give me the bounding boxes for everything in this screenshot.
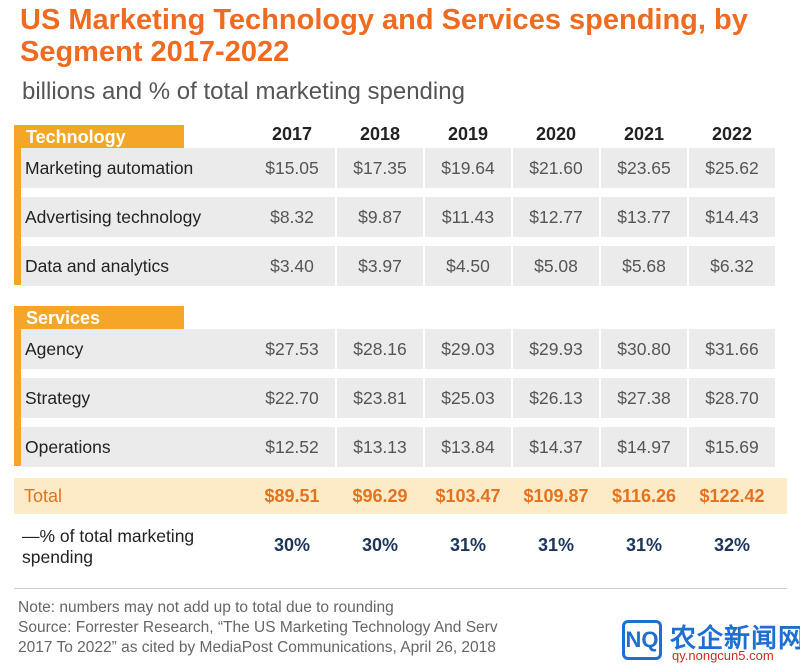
year-header-2022: 2022	[711, 124, 753, 144]
year-header-row: 2017 2018 2019 2020 2021 2022	[0, 124, 800, 148]
row-label: Agency	[21, 329, 250, 369]
value-cell: $4.50	[425, 246, 511, 286]
year-header-2019: 2019	[447, 124, 489, 144]
value-cell: $15.05	[249, 148, 335, 188]
row-label: Strategy	[21, 378, 250, 418]
total-value: $116.26	[611, 486, 677, 506]
year-header-2020: 2020	[535, 124, 577, 144]
total-value: $122.42	[699, 486, 765, 506]
value-cell: $12.52	[249, 427, 335, 467]
row-label: Data and analytics	[21, 246, 250, 286]
total-label: Total	[24, 486, 63, 506]
table-row: Strategy $22.70 $23.81 $25.03 $26.13 $27.38 $2…	[21, 378, 787, 418]
table-row: Agency $27.53 $28.16 $29.03 $29.93 $30.80 $31.…	[21, 329, 787, 369]
chart-subtitle: billions and % of total marketing spendi…	[22, 78, 465, 105]
value-cell: $11.43	[425, 197, 511, 237]
watermark: NQ 农企新闻网 qy.nongcun5.com	[622, 618, 800, 664]
year-header-2017: 2017	[271, 124, 313, 144]
value-cell: $3.40	[249, 246, 335, 286]
table-row: Marketing automation $15.05 $17.35 $19.64 $2…	[21, 148, 787, 188]
percent-value: 32%	[713, 535, 751, 555]
year-header-2021: 2021	[623, 124, 665, 144]
percent-total-label: —% of total marketing spending	[22, 526, 195, 567]
section-bar-technology	[14, 125, 21, 285]
year-header-2018: 2018	[359, 124, 401, 144]
value-cell: $29.03	[425, 329, 511, 369]
value-cell: $22.70	[249, 378, 335, 418]
value-cell: $15.69	[689, 427, 775, 467]
table-row: Data and analytics $3.40 $3.97 $4.50 $5.08 $5…	[21, 246, 787, 286]
watermark-url: qy.nongcun5.com	[672, 648, 774, 663]
value-cell: $14.43	[689, 197, 775, 237]
value-cell: $5.08	[513, 246, 599, 286]
value-cell: $5.68	[601, 246, 687, 286]
section-header-technology: Technology	[14, 125, 184, 149]
value-cell: $23.65	[601, 148, 687, 188]
note-rounding: Note: numbers may not add up to total du…	[18, 599, 394, 616]
footer-divider	[14, 588, 787, 589]
value-cell: $25.03	[425, 378, 511, 418]
value-cell: $17.35	[337, 148, 423, 188]
value-cell: $3.97	[337, 246, 423, 286]
value-cell: $13.84	[425, 427, 511, 467]
row-label: Marketing automation	[21, 148, 250, 188]
total-row: Total $89.51 $96.29 $103.47 $109.87 $116.26 $…	[14, 478, 787, 514]
percent-value: 30%	[273, 535, 311, 555]
table-row: Operations $12.52 $13.13 $13.84 $14.37 $14.97…	[21, 427, 787, 467]
total-value: $109.87	[523, 486, 589, 506]
row-label: Operations	[21, 427, 250, 467]
row-label: Advertising technology	[21, 197, 250, 237]
watermark-logo-icon: NQ	[622, 620, 662, 660]
value-cell: $26.13	[513, 378, 599, 418]
section-bar-services	[14, 306, 21, 466]
value-cell: $25.62	[689, 148, 775, 188]
note-source: Source: Forrester Research, “The US Mark…	[18, 619, 498, 636]
footnotes: Note: numbers may not add up to total du…	[18, 598, 718, 658]
note-citation: 2017 To 2022” as cited by MediaPost Comm…	[18, 639, 496, 656]
value-cell: $12.77	[513, 197, 599, 237]
value-cell: $28.16	[337, 329, 423, 369]
value-cell: $19.64	[425, 148, 511, 188]
value-cell: $27.53	[249, 329, 335, 369]
value-cell: $14.37	[513, 427, 599, 467]
value-cell: $28.70	[689, 378, 775, 418]
percent-value: 31%	[449, 535, 487, 555]
total-value: $96.29	[352, 486, 408, 506]
chart-title: US Marketing Technology and Services spe…	[20, 4, 748, 68]
table-row: Advertising technology $8.32 $9.87 $11.43 $1…	[21, 197, 787, 237]
total-value: $103.47	[435, 486, 501, 506]
percent-value: 31%	[537, 535, 575, 555]
value-cell: $23.81	[337, 378, 423, 418]
watermark-text: 农企新闻网	[670, 623, 800, 653]
section-header-services: Services	[14, 306, 184, 330]
value-cell: $31.66	[689, 329, 775, 369]
value-cell: $14.97	[601, 427, 687, 467]
percent-value: 31%	[625, 535, 663, 555]
value-cell: $29.93	[513, 329, 599, 369]
value-cell: $8.32	[249, 197, 335, 237]
value-cell: $13.77	[601, 197, 687, 237]
value-cell: $6.32	[689, 246, 775, 286]
value-cell: $21.60	[513, 148, 599, 188]
value-cell: $27.38	[601, 378, 687, 418]
total-value: $89.51	[264, 486, 320, 506]
value-cell: $30.80	[601, 329, 687, 369]
value-cell: $13.13	[337, 427, 423, 467]
value-cell: $9.87	[337, 197, 423, 237]
percent-value: 30%	[361, 535, 399, 555]
